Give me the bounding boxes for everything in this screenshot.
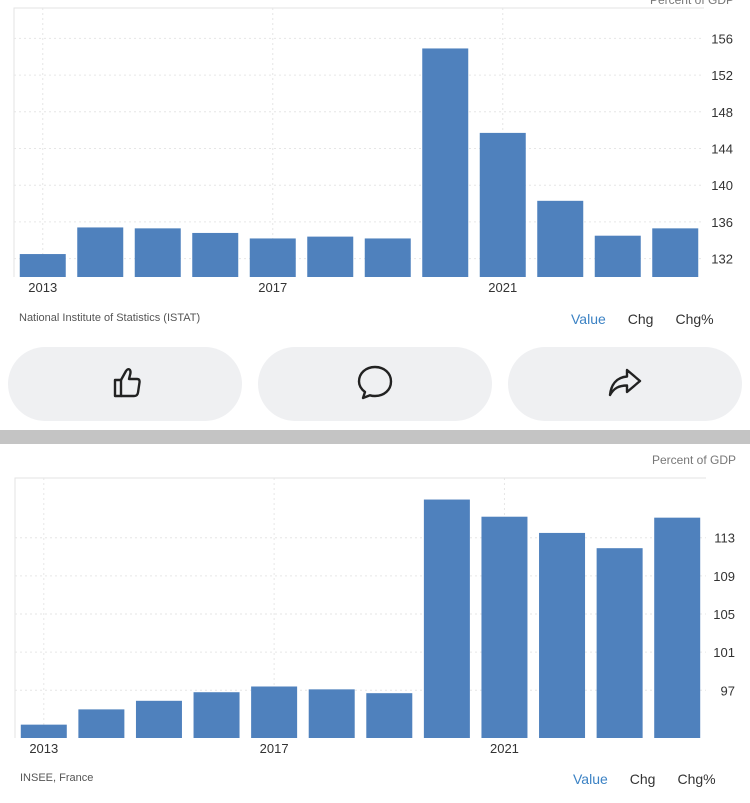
plot-frame bbox=[13, 7, 704, 277]
chart-2: Percent of GDP 97 101 105 109 113 2013 2017 2021 bbox=[14, 453, 736, 756]
bar-2013[interactable] bbox=[20, 724, 67, 738]
chart-1: Percent of GDP 132 136 140 144 148 152 156 2013 2… bbox=[13, 0, 734, 295]
y-tick-label: 97 bbox=[721, 683, 735, 698]
y-tick-label: 132 bbox=[711, 252, 733, 267]
share-button[interactable] bbox=[508, 347, 742, 421]
bar-2024[interactable] bbox=[654, 517, 701, 738]
comment-button[interactable] bbox=[258, 347, 492, 421]
bar-2015[interactable] bbox=[135, 700, 182, 738]
tab-chg-percent[interactable]: Chg% bbox=[677, 771, 716, 787]
comment-bubble-icon bbox=[355, 362, 395, 407]
bar-2018[interactable] bbox=[307, 236, 354, 277]
y-tick-label: 144 bbox=[711, 142, 733, 157]
bar-2016[interactable] bbox=[192, 232, 239, 277]
bar-2020[interactable] bbox=[423, 499, 470, 738]
y-tick-label: 140 bbox=[711, 178, 733, 193]
bar-2018[interactable] bbox=[308, 689, 355, 738]
y-tick-label: 148 bbox=[711, 105, 733, 120]
chart-tabs: Value Chg Chg% bbox=[571, 311, 714, 327]
y-tick-label: 109 bbox=[713, 569, 735, 584]
bar-2013[interactable] bbox=[19, 254, 66, 277]
bar-2019[interactable] bbox=[366, 693, 413, 738]
x-tick-label: 2017 bbox=[258, 280, 287, 295]
action-bar bbox=[0, 347, 750, 421]
y-axis-unit-label: Percent of GDP bbox=[650, 0, 734, 7]
bar-2022[interactable] bbox=[539, 532, 586, 738]
bar-2021[interactable] bbox=[479, 132, 526, 277]
like-button[interactable] bbox=[8, 347, 242, 421]
bar-2021[interactable] bbox=[481, 516, 528, 738]
x-tick-label: 2013 bbox=[28, 280, 57, 295]
chart-tabs: Value Chg Chg% bbox=[573, 771, 716, 787]
bar-2023[interactable] bbox=[596, 548, 643, 738]
tab-value[interactable]: Value bbox=[573, 771, 608, 787]
bar-2017[interactable] bbox=[249, 238, 296, 277]
x-tick-label: 2017 bbox=[260, 741, 289, 756]
x-tick-label: 2021 bbox=[488, 280, 517, 295]
bar-2017[interactable] bbox=[251, 686, 298, 738]
bar-2014[interactable] bbox=[78, 709, 125, 738]
tab-value[interactable]: Value bbox=[571, 311, 606, 327]
y-tick-label: 152 bbox=[711, 68, 733, 83]
tab-chg[interactable]: Chg bbox=[627, 311, 654, 327]
plot-frame bbox=[14, 477, 706, 738]
chart-source: National Institute of Statistics (ISTAT) bbox=[19, 312, 201, 324]
bar-2020[interactable] bbox=[422, 48, 469, 278]
section-divider bbox=[0, 430, 750, 444]
chart-panel-1: Percent of GDP 132 136 140 144 148 152 156 2013 2… bbox=[0, 0, 750, 340]
bar-2016[interactable] bbox=[193, 692, 240, 738]
tab-chg[interactable]: Chg bbox=[629, 771, 656, 787]
y-tick-label: 105 bbox=[713, 607, 735, 622]
y-tick-label: 156 bbox=[711, 31, 733, 46]
bar-2022[interactable] bbox=[537, 200, 584, 277]
thumbs-up-icon bbox=[105, 362, 145, 407]
bar-2023[interactable] bbox=[594, 235, 641, 277]
bar-2015[interactable] bbox=[134, 228, 181, 277]
tab-chg-percent[interactable]: Chg% bbox=[675, 311, 714, 327]
chart-panel-2: Percent of GDP 97 101 105 109 113 2013 2017 2021… bbox=[0, 444, 750, 803]
y-tick-label: 136 bbox=[711, 215, 733, 230]
y-axis-unit-label: Percent of GDP bbox=[652, 453, 736, 467]
y-tick-label: 101 bbox=[713, 645, 735, 660]
bar-2019[interactable] bbox=[364, 238, 411, 277]
share-arrow-icon bbox=[605, 362, 645, 407]
x-tick-label: 2021 bbox=[490, 741, 519, 756]
chart-source: INSEE, France bbox=[20, 772, 94, 784]
bar-2014[interactable] bbox=[77, 227, 124, 277]
bar-2024[interactable] bbox=[652, 228, 699, 277]
y-tick-label: 113 bbox=[714, 531, 735, 546]
x-tick-label: 2013 bbox=[29, 741, 58, 756]
